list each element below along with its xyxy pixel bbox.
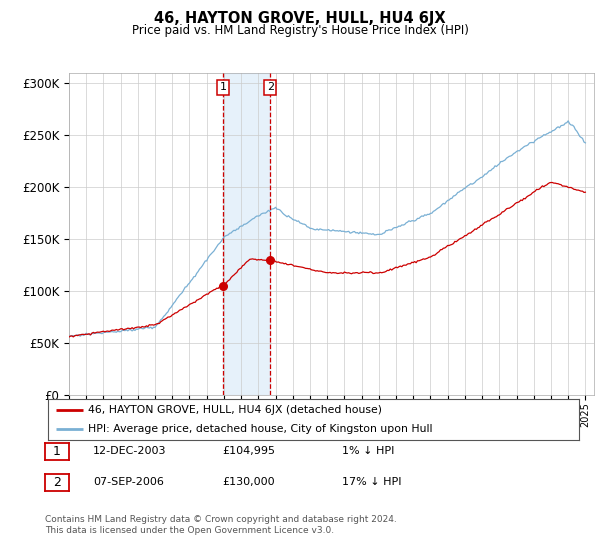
Text: £130,000: £130,000 — [222, 477, 275, 487]
Text: 17% ↓ HPI: 17% ↓ HPI — [342, 477, 401, 487]
Text: 1: 1 — [220, 82, 227, 92]
Text: 07-SEP-2006: 07-SEP-2006 — [93, 477, 164, 487]
Text: 2: 2 — [53, 475, 61, 489]
Text: £104,995: £104,995 — [222, 446, 275, 456]
Text: 12-DEC-2003: 12-DEC-2003 — [93, 446, 167, 456]
Text: This data is licensed under the Open Government Licence v3.0.: This data is licensed under the Open Gov… — [45, 526, 334, 535]
Text: 46, HAYTON GROVE, HULL, HU4 6JX: 46, HAYTON GROVE, HULL, HU4 6JX — [154, 11, 446, 26]
Text: HPI: Average price, detached house, City of Kingston upon Hull: HPI: Average price, detached house, City… — [88, 424, 433, 434]
Text: 1% ↓ HPI: 1% ↓ HPI — [342, 446, 394, 456]
Text: 1: 1 — [53, 445, 61, 458]
Text: 2: 2 — [266, 82, 274, 92]
Text: Price paid vs. HM Land Registry's House Price Index (HPI): Price paid vs. HM Land Registry's House … — [131, 24, 469, 36]
Bar — [223, 73, 270, 395]
Text: Contains HM Land Registry data © Crown copyright and database right 2024.: Contains HM Land Registry data © Crown c… — [45, 515, 397, 524]
Text: 46, HAYTON GROVE, HULL, HU4 6JX (detached house): 46, HAYTON GROVE, HULL, HU4 6JX (detache… — [88, 405, 382, 415]
